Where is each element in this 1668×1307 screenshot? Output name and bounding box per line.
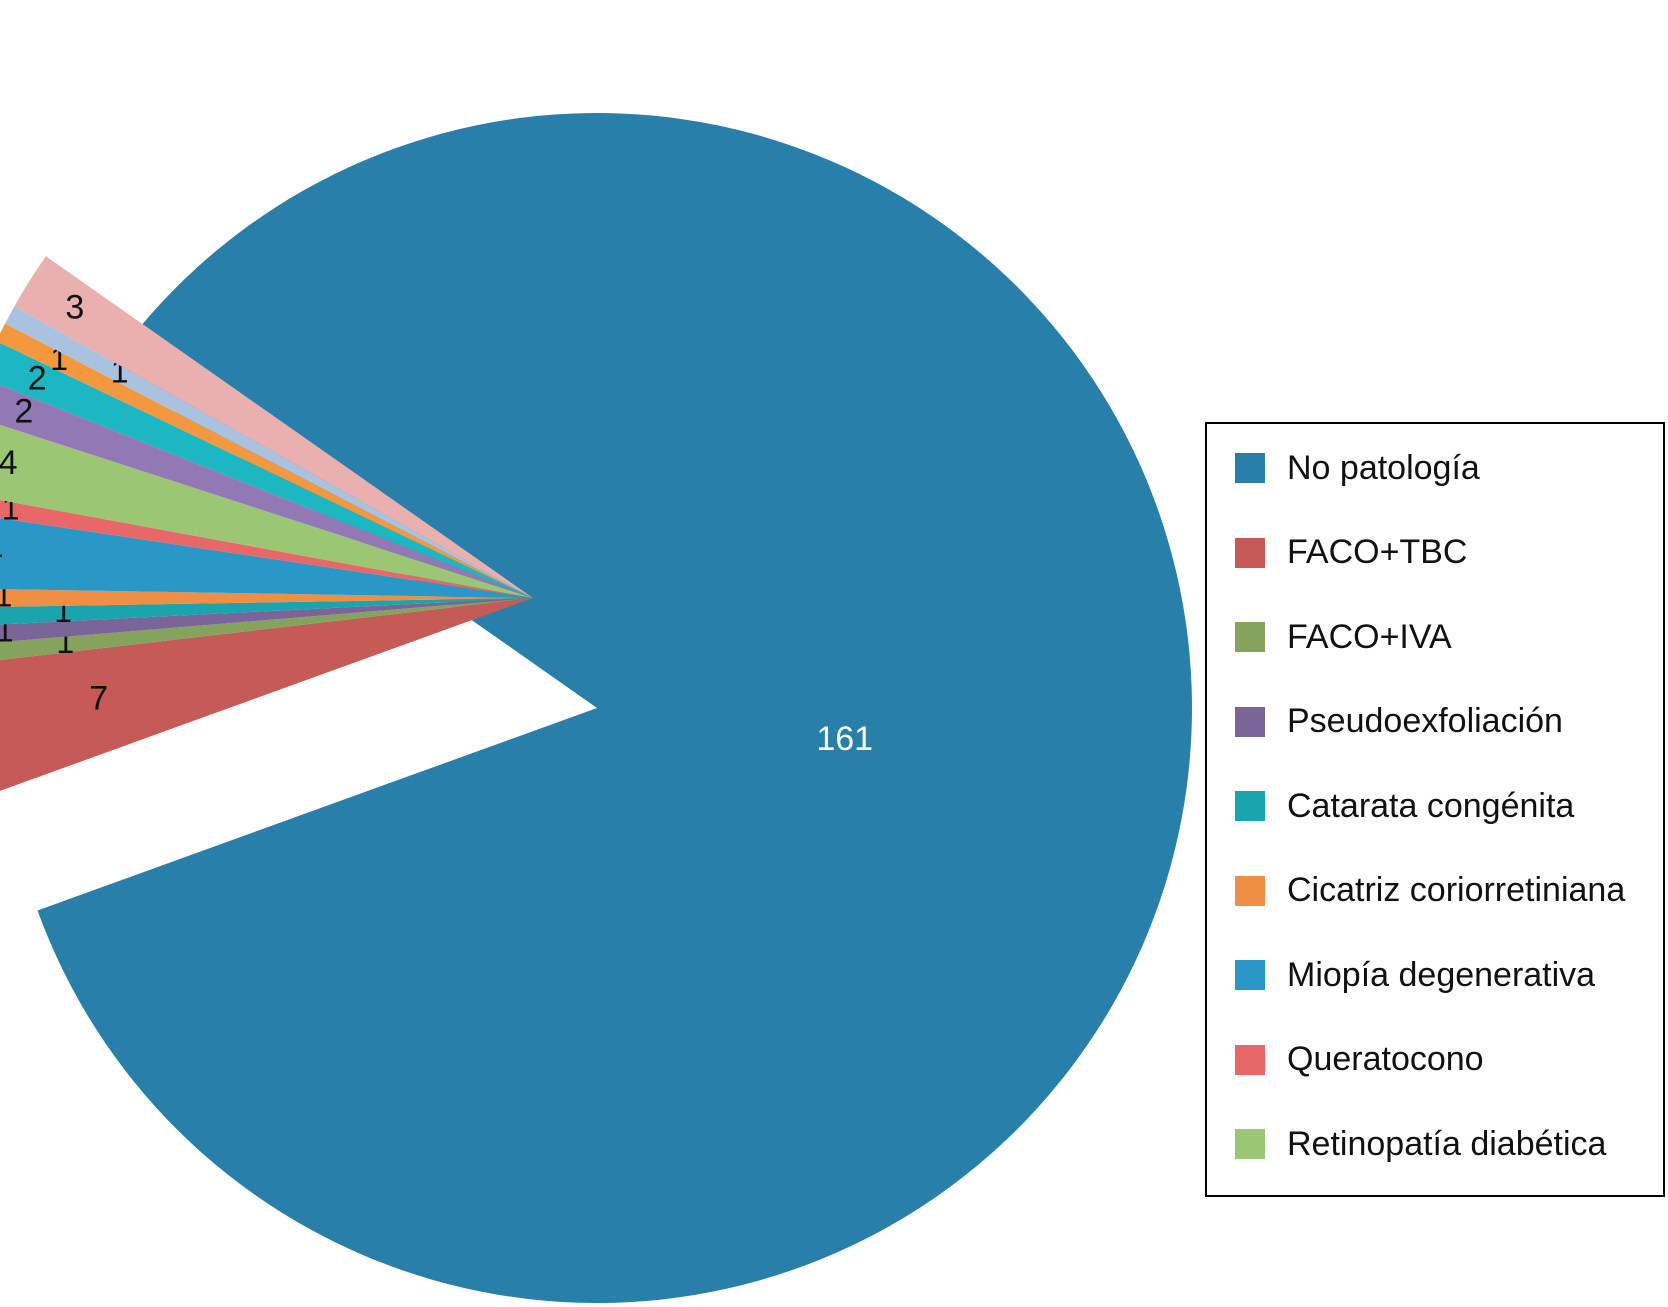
data-label: 161: [816, 720, 873, 758]
pie-slice-unlabeled-11: [0, 323, 533, 598]
legend-item-cicatriz-coriorretiniana: Cicatriz coriorretiniana: [1235, 866, 1625, 916]
chart-legend: No patología FACO+TBC FACO+IVA Pseudoexfoli…: [1205, 422, 1665, 1197]
legend-swatch: [1235, 1129, 1265, 1159]
pie-slice-miopia-degenerativa: [0, 518, 533, 598]
data-label: 4: [0, 532, 3, 570]
legend-swatch: [1235, 622, 1265, 652]
legend-label: Pseudoexfoliación: [1287, 702, 1563, 740]
legend-label: No patología: [1287, 448, 1480, 487]
pie-slice-no-patologia: [37, 113, 1192, 1304]
data-label: 2: [14, 393, 33, 431]
legend-swatch: [1235, 1044, 1265, 1075]
legend-label: FACO+TBC: [1287, 533, 1468, 571]
legend-label: Cicatriz coriorretiniana: [1287, 871, 1626, 909]
legend-label: Retinopatía diabética: [1287, 1124, 1607, 1163]
legend-item-pseudoexfoliacion: Pseudoexfoliación: [1235, 697, 1563, 747]
pie-slice-unlabeled-12: [5, 306, 534, 598]
legend-item-miopia-degenerativa: Miopía degenerativa: [1235, 950, 1595, 1000]
legend-item-queratocono: Queratocono: [1235, 1035, 1484, 1085]
legend-item-faco-tbc: FACO+TBC: [1235, 528, 1467, 578]
pie-slice-queratocono: [0, 499, 533, 598]
legend-swatch: [1235, 960, 1265, 990]
pie-slice-faco-iva: [0, 598, 533, 660]
legend-item-faco-iva: FACO+IVA: [1235, 612, 1452, 662]
legend-swatch: [1235, 791, 1265, 821]
legend-label: Catarata congénita: [1287, 786, 1575, 825]
pie-slice-catarata-congenita: [0, 598, 533, 625]
legend-label: Miopía degenerativa: [1287, 955, 1596, 994]
legend-item-retinopatia-diabetica: Retinopatía diabética: [1235, 1119, 1606, 1169]
pie-slice-unlabeled-9: [0, 384, 533, 598]
legend-item-catarata-congenita: Catarata congénita: [1235, 781, 1574, 831]
legend-item-no-patologia: No patología: [1235, 443, 1480, 493]
pie-slice-retinopatia-diabetica: [0, 424, 533, 598]
data-label: 3: [65, 288, 84, 326]
legend-swatch: [1235, 875, 1265, 906]
pie-slice-cicatriz-coriorretiniana: [0, 589, 533, 607]
data-label: 4: [0, 444, 18, 482]
pie-slice-unlabeled-13: [14, 256, 534, 598]
data-label: 7: [89, 679, 108, 717]
legend-swatch: [1235, 537, 1265, 568]
legend-swatch: [1235, 706, 1265, 737]
pie-slice-faco-tbc: [0, 598, 533, 791]
legend-label: Queratocono: [1287, 1040, 1484, 1078]
legend-label: FACO+IVA: [1287, 617, 1452, 656]
legend-swatch: [1235, 453, 1265, 483]
data-label: 2: [28, 359, 47, 397]
pie-slice-pseudoexfoliacion: [0, 598, 533, 643]
